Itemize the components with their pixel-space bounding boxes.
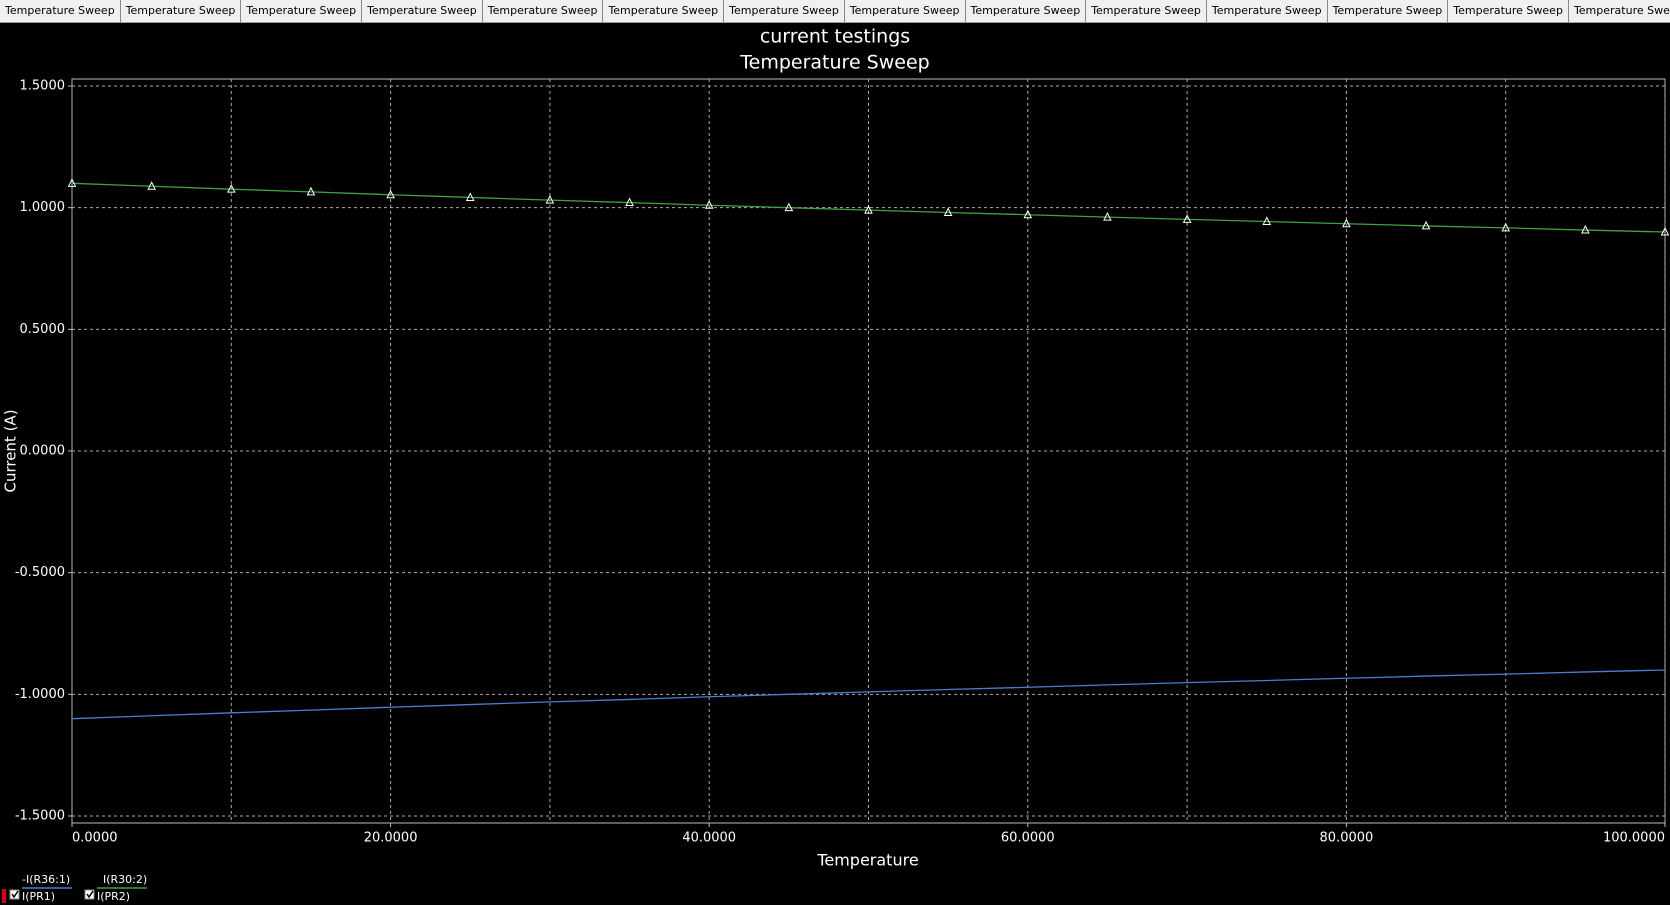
tab[interactable]: Temperature Sweep [1207, 0, 1328, 22]
y-axis-label: Current (A) [2, 409, 20, 492]
tab[interactable]: Temperature Sweep [1328, 0, 1449, 22]
y-tick-label: 0.5000 [20, 322, 66, 337]
tab[interactable]: Temperature Sweep [724, 0, 845, 22]
point-marker [306, 186, 316, 196]
chart: current testings Temperature Sweep Tempe… [2, 26, 1670, 903]
point-marker [1182, 214, 1192, 223]
point-marker [1262, 216, 1272, 226]
tab[interactable]: Temperature Sweep [121, 0, 242, 22]
tab[interactable]: Temperature Sweep [483, 0, 604, 22]
point-marker [943, 207, 953, 217]
point-marker [1103, 212, 1112, 221]
point-marker [864, 204, 873, 214]
tab-bar: Temperature Sweep Temperature Sweep Temper… [0, 0, 1670, 23]
x-tick-label: 40.0000 [682, 831, 736, 846]
legend-name: -I(R36:1) [22, 873, 70, 886]
point-marker [1660, 226, 1670, 236]
point-marker [545, 195, 555, 204]
point-marker [1421, 220, 1431, 230]
tab[interactable]: Temperature Sweep [966, 0, 1087, 22]
tab[interactable]: Temperature Sweep [241, 0, 363, 22]
point-marker [1342, 218, 1351, 228]
series-line [71, 182, 1666, 233]
tab[interactable]: Temperature Sweep [0, 0, 121, 22]
point-marker [704, 200, 714, 209]
x-tick-label: 80.0000 [1320, 831, 1374, 846]
x-tick-label: 0.0000 [72, 831, 118, 846]
point-marker [625, 197, 634, 207]
y-tick-label: -0.5000 [15, 565, 65, 580]
legend-probe: I(PR2) [97, 890, 130, 903]
tab[interactable]: Temperature Sweep [1448, 0, 1569, 22]
legend-flag [2, 889, 6, 903]
x-axis-label: Temperature [816, 851, 918, 870]
point-marker [67, 178, 77, 187]
point-marker [226, 184, 236, 193]
tab[interactable]: Temperature Sweep [1569, 0, 1670, 22]
x-tick-label: 20.0000 [364, 831, 418, 846]
tab[interactable]: Temperature Sweep [362, 0, 483, 22]
tab[interactable]: Temperature Sweep [1086, 0, 1207, 22]
chart-subtitle: Temperature Sweep [739, 52, 929, 74]
legend-checkbox [84, 889, 95, 900]
y-tick-label: -1.0000 [15, 687, 65, 702]
legend-check [11, 890, 19, 899]
point-marker [147, 181, 156, 190]
point-marker [1581, 224, 1590, 234]
legend-probe: I(PR1) [22, 890, 55, 903]
y-tick-label: -1.5000 [15, 809, 65, 824]
chart-title: current testings [760, 26, 910, 48]
point-marker [386, 189, 395, 199]
y-tick-label: 1.5000 [20, 79, 66, 94]
x-tick-label: 100.0000 [1603, 831, 1665, 846]
y-tick-label: 0.0000 [20, 444, 66, 459]
tab[interactable]: Temperature Sweep [603, 0, 725, 22]
legend-checkbox [9, 889, 20, 900]
tab[interactable]: Temperature Sweep [845, 0, 966, 22]
series-line [71, 669, 1666, 720]
legend-name: I(R30:2) [103, 873, 147, 886]
y-tick-label: 1.0000 [20, 200, 66, 215]
point-marker [465, 192, 475, 201]
legend-check [86, 890, 94, 899]
point-marker [784, 202, 794, 212]
point-marker [1023, 209, 1033, 219]
x-tick-label: 60.0000 [1001, 831, 1055, 846]
point-marker [1501, 222, 1511, 232]
